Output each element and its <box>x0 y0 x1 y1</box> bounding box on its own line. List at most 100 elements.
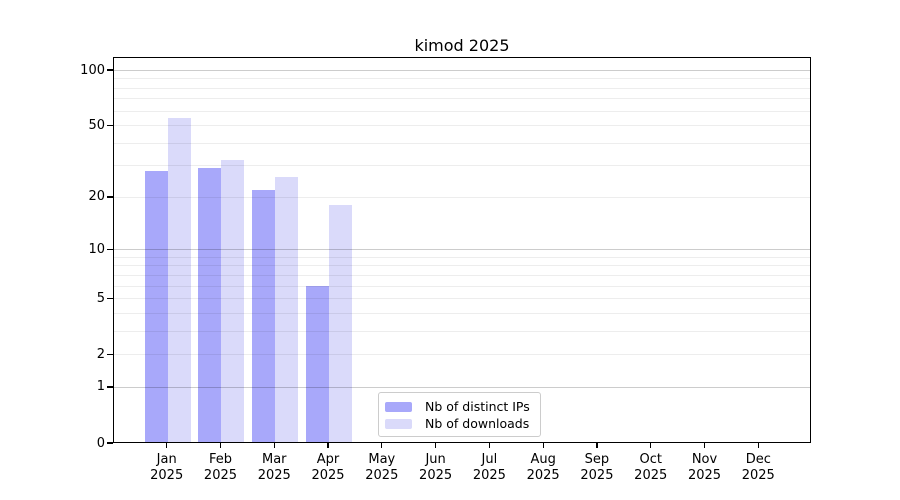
x-tick-dec <box>757 443 759 448</box>
bar-nb-of-downloads-apr <box>329 205 353 442</box>
y-tick-label-10: 10 <box>88 241 105 257</box>
gridline-20 <box>114 196 810 198</box>
legend-item-1: Nb of downloads <box>385 415 534 432</box>
x-tick-feb <box>219 443 222 448</box>
y-tick-label-5: 5 <box>96 290 105 306</box>
x-tick-aug <box>542 443 544 448</box>
year-label: 2025 <box>687 467 722 483</box>
y-tick-label-0: 0 <box>96 435 105 451</box>
year-label: 2025 <box>741 467 775 483</box>
y-tick-label-2: 2 <box>96 346 105 362</box>
year-label: 2025 <box>580 467 614 483</box>
month-label: May <box>368 452 396 467</box>
month-label: Jul <box>481 452 498 467</box>
y-tick-0 <box>107 442 113 444</box>
x-tick-label-dec: Dec 2025 <box>730 452 786 483</box>
y-tick-20 <box>107 196 113 198</box>
year-label: 2025 <box>365 467 399 483</box>
x-tick-label-nov: Nov 2025 <box>677 452 733 483</box>
x-tick-label-mar: Mar 2025 <box>246 452 302 483</box>
legend-swatch-0 <box>385 401 412 412</box>
month-label: Nov <box>691 452 718 467</box>
y-tick-label-20: 20 <box>88 189 105 205</box>
y-tick-100 <box>107 69 113 71</box>
bar-nb-of-distinct-ips-apr <box>306 285 330 442</box>
x-tick-label-jul: Jul 2025 <box>461 452 517 483</box>
x-tick-apr <box>327 443 329 448</box>
x-tick-mar <box>273 443 275 448</box>
x-tick-label-apr: Apr 2025 <box>300 452 356 483</box>
bar-nb-of-downloads-jan <box>167 117 191 442</box>
x-tick-may <box>381 443 383 448</box>
x-tick-label-sep: Sep 2025 <box>569 452 625 483</box>
x-tick-label-may: May 2025 <box>354 452 410 483</box>
legend-item-0: Nb of distinct IPs <box>385 398 534 415</box>
gridline-1 <box>114 386 810 388</box>
gridline-8 <box>114 265 810 267</box>
month-label: Feb <box>208 452 232 467</box>
bar-nb-of-downloads-feb <box>221 160 245 442</box>
bar-nb-of-downloads-mar <box>275 176 299 442</box>
y-tick-label-50: 50 <box>88 117 105 133</box>
month-label: Sep <box>584 452 610 467</box>
y-tick-50 <box>107 124 113 126</box>
x-tick-oct <box>650 443 652 448</box>
month-label: Apr <box>316 452 340 467</box>
month-label: Aug <box>530 452 556 467</box>
gridline-10 <box>114 249 810 251</box>
gridline-40 <box>114 142 810 144</box>
x-tick-label-feb: Feb 2025 <box>192 452 248 483</box>
y-tick-label-1: 1 <box>96 379 105 395</box>
year-label: 2025 <box>311 467 345 483</box>
x-tick-nov <box>703 443 706 448</box>
bar-nb-of-distinct-ips-feb <box>198 168 222 442</box>
year-label: 2025 <box>203 467 238 483</box>
gridline-100 <box>114 70 810 71</box>
gridline-60 <box>114 110 810 112</box>
month-label: Dec <box>745 452 771 467</box>
x-tick-label-oct: Oct 2025 <box>623 452 679 483</box>
year-label: 2025 <box>150 467 184 483</box>
gridline-70 <box>114 98 810 100</box>
x-tick-jan <box>166 443 168 448</box>
bar-nb-of-distinct-ips-jan <box>144 170 168 442</box>
month-label: Jan <box>156 452 177 467</box>
x-tick-jun <box>435 443 437 448</box>
month-label: Jun <box>425 452 446 467</box>
legend-label-1: Nb of downloads <box>425 416 530 431</box>
plot-area <box>113 57 811 443</box>
gridline-50 <box>114 125 810 127</box>
gridline-5 <box>114 298 810 300</box>
month-label: Mar <box>261 452 287 467</box>
x-tick-jul <box>488 443 490 448</box>
legend-box: Nb of distinct IPs Nb of downloads <box>378 392 541 437</box>
gridline-9 <box>114 256 810 258</box>
year-label: 2025 <box>419 467 453 483</box>
y-tick-1 <box>107 386 113 388</box>
x-tick-label-aug: Aug 2025 <box>515 452 571 483</box>
year-label: 2025 <box>257 467 291 483</box>
gridline-30 <box>114 165 810 167</box>
gridline-3 <box>114 330 810 332</box>
bar-nb-of-distinct-ips-mar <box>252 189 276 442</box>
legend-label-0: Nb of distinct IPs <box>425 399 530 414</box>
x-tick-label-jan: Jan 2025 <box>139 452 195 483</box>
gridline-6 <box>114 285 810 287</box>
year-label: 2025 <box>526 467 560 483</box>
year-label: 2025 <box>472 467 506 483</box>
gridline-7 <box>114 274 810 276</box>
x-tick-sep <box>596 443 598 448</box>
gridline-2 <box>114 354 810 356</box>
month-label: Oct <box>639 452 662 467</box>
chart-title: kimod 2025 <box>414 36 510 55</box>
y-tick-10 <box>107 248 113 250</box>
year-label: 2025 <box>634 467 668 483</box>
x-tick-label-jun: Jun 2025 <box>408 452 464 483</box>
gridline-4 <box>114 312 810 314</box>
y-tick-label-100: 100 <box>80 62 105 78</box>
y-tick-5 <box>107 297 113 299</box>
y-tick-2 <box>107 353 113 355</box>
gridline-90 <box>114 78 810 80</box>
gridline-80 <box>114 87 810 89</box>
